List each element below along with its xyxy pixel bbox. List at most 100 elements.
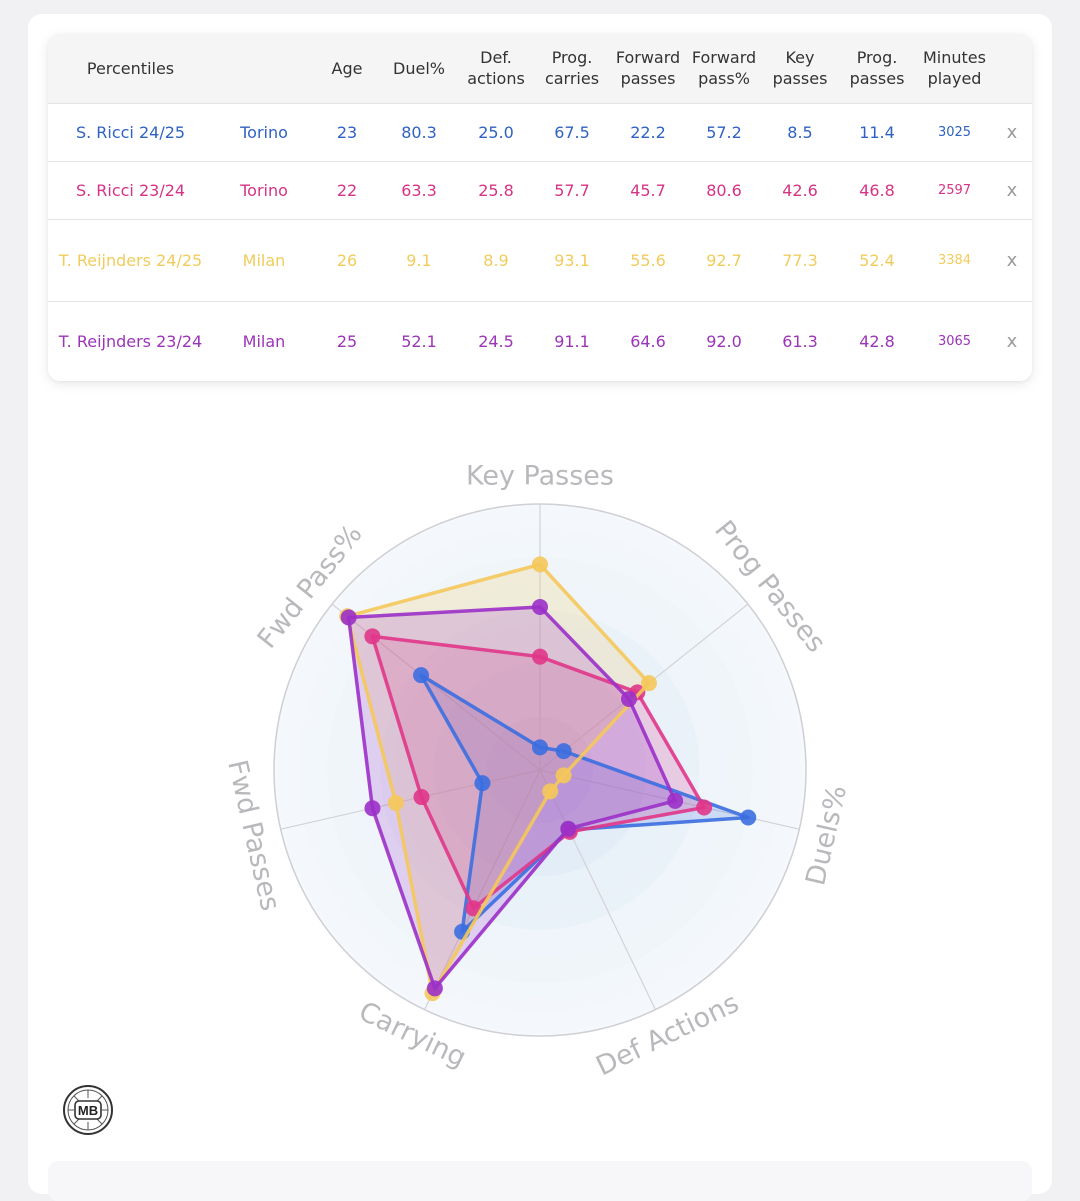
radar-point — [474, 775, 491, 792]
minutes-cell: 3025 — [917, 102, 992, 161]
header-prog-passes: Prog. passes — [849, 48, 905, 89]
duel-cell: 52.1 — [379, 300, 459, 381]
radar-point — [667, 792, 684, 809]
radar-series-layer — [339, 556, 757, 1002]
fwdpct-cell: 80.6 — [685, 160, 763, 219]
team-name: Milan — [213, 300, 315, 381]
carries-cell: 57.7 — [533, 160, 611, 219]
radar-point — [364, 628, 381, 645]
radar-point — [640, 675, 657, 692]
next-card-edge — [48, 1161, 1032, 1201]
carries-cell: 93.1 — [533, 218, 611, 301]
age-cell: 26 — [315, 218, 379, 301]
radar-area-1 — [372, 636, 705, 909]
team-name: Torino — [213, 102, 315, 161]
radar-area-0 — [421, 675, 749, 932]
comparison-table-card: Percentiles Age Duel% Def. actions Prog.… — [48, 34, 1032, 381]
radar-point — [413, 667, 430, 684]
header-key-passes: Key passes — [772, 48, 828, 89]
key-cell: 77.3 — [763, 218, 837, 301]
minutes-cell: 3384 — [917, 218, 992, 301]
key-cell: 42.6 — [763, 160, 837, 219]
radar-area-3 — [348, 606, 676, 989]
player-name: T. Reijnders 24/25 — [48, 218, 213, 301]
prog-cell: 11.4 — [837, 102, 917, 161]
radar-point — [555, 767, 572, 784]
header-duel: Duel% — [393, 58, 445, 78]
header-prog-carries: Prog. carries — [544, 48, 600, 89]
radar-point — [364, 800, 381, 817]
radar-point — [696, 799, 713, 816]
radar-axis-label: Duels% — [800, 782, 853, 888]
minutes-cell: 3065 — [917, 300, 992, 381]
table-row: T. Reijnders 24/25 Milan 26 9.1 8.9 93.1… — [48, 218, 1032, 301]
radar-series-line-0 — [419, 673, 750, 934]
minutes-cell: 2597 — [917, 160, 992, 219]
table-row: T. Reijnders 23/24 Milan 25 52.1 24.5 91… — [48, 300, 1032, 381]
remove-row-button[interactable]: x — [992, 300, 1032, 381]
radar-point — [542, 783, 559, 800]
radar-point — [413, 789, 430, 806]
radar-point — [426, 980, 443, 997]
def-cell: 25.0 — [459, 102, 533, 161]
fwdpct-cell: 57.2 — [685, 102, 763, 161]
percentile-table: Percentiles Age Duel% Def. actions Prog.… — [48, 34, 1032, 381]
age-cell: 22 — [315, 160, 379, 219]
def-cell: 24.5 — [459, 300, 533, 381]
duel-cell: 80.3 — [379, 102, 459, 161]
header-def-actions: Def. actions — [467, 48, 525, 89]
table-row: S. Ricci 23/24 Torino 22 63.3 25.8 57.7 … — [48, 160, 1032, 219]
carries-cell: 67.5 — [533, 102, 611, 161]
fwdpct-cell: 92.7 — [685, 218, 763, 301]
header-forward-pass-pct: Forward pass% — [691, 48, 757, 89]
header-age: Age — [331, 58, 363, 78]
carries-cell: 91.1 — [533, 300, 611, 381]
fwd-cell: 22.2 — [611, 102, 685, 161]
radar-point — [532, 598, 548, 615]
header-forward-passes: Forward passes — [615, 48, 681, 89]
radar-point — [532, 648, 548, 665]
logo-badge: MB — [62, 1084, 114, 1136]
key-cell: 8.5 — [763, 102, 837, 161]
player-name: T. Reijnders 23/24 — [48, 300, 213, 381]
radar-series-line-1 — [370, 634, 706, 911]
prog-cell: 52.4 — [837, 218, 917, 301]
radar-axis-label: Key Passes — [466, 461, 614, 492]
main-card: Percentiles Age Duel% Def. actions Prog.… — [28, 14, 1052, 1201]
remove-row-button[interactable]: x — [992, 218, 1032, 301]
radar-point — [532, 739, 548, 756]
remove-row-button[interactable]: x — [992, 160, 1032, 219]
radar-point — [465, 900, 482, 917]
player-name: S. Ricci 23/24 — [48, 160, 213, 219]
duel-cell: 9.1 — [379, 218, 459, 301]
fwd-cell: 45.7 — [611, 160, 685, 219]
fwdpct-cell: 92.0 — [685, 300, 763, 381]
radar-point — [340, 609, 357, 626]
key-cell: 61.3 — [763, 300, 837, 381]
radar-spoke — [424, 769, 541, 1010]
radar-point — [740, 809, 757, 826]
radar-point — [560, 820, 577, 837]
prog-cell: 42.8 — [837, 300, 917, 381]
team-name: Milan — [213, 218, 315, 301]
table-row: S. Ricci 24/25 Torino 23 80.3 25.0 67.5 … — [48, 102, 1032, 161]
radar-series-line-3 — [346, 605, 677, 991]
team-name: Torino — [213, 160, 315, 219]
soccer-ball-logo-icon: MB — [63, 1085, 113, 1135]
fwd-cell: 64.6 — [611, 300, 685, 381]
radar-point — [621, 691, 638, 708]
radar-point — [532, 556, 548, 573]
logo-text: MB — [78, 1103, 98, 1118]
age-cell: 23 — [315, 102, 379, 161]
radar-spoke — [539, 769, 656, 1010]
fwd-cell: 55.6 — [611, 218, 685, 301]
duel-cell: 63.3 — [379, 160, 459, 219]
remove-row-button[interactable]: x — [992, 102, 1032, 161]
radar-spoke — [280, 769, 541, 830]
header-percentiles: Percentiles — [86, 58, 175, 78]
prog-cell: 46.8 — [837, 160, 917, 219]
header-minutes-played: Minutes played — [923, 48, 986, 89]
player-name: S. Ricci 24/25 — [48, 102, 213, 161]
def-cell: 25.8 — [459, 160, 533, 219]
